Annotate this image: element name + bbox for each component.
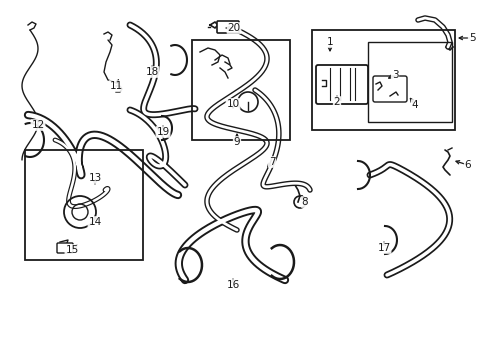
Text: 8: 8 — [302, 197, 308, 207]
Text: 16: 16 — [226, 280, 240, 290]
Text: 5: 5 — [469, 33, 475, 43]
Text: 20: 20 — [227, 23, 241, 33]
Bar — [192, 40, 290, 140]
Text: 2: 2 — [334, 97, 341, 107]
FancyBboxPatch shape — [316, 65, 368, 104]
Text: 6: 6 — [465, 160, 471, 170]
Text: 18: 18 — [146, 67, 159, 77]
Text: 15: 15 — [65, 245, 78, 255]
Text: 14: 14 — [88, 217, 101, 227]
Text: 7: 7 — [269, 157, 275, 167]
FancyBboxPatch shape — [217, 21, 239, 33]
Bar — [25, 150, 143, 260]
Text: 17: 17 — [377, 243, 391, 253]
Text: 9: 9 — [234, 137, 240, 147]
Text: 19: 19 — [156, 127, 170, 137]
Bar — [368, 42, 452, 122]
FancyBboxPatch shape — [57, 243, 73, 253]
Text: 1: 1 — [327, 37, 333, 47]
Text: 11: 11 — [109, 81, 122, 91]
Text: 12: 12 — [31, 120, 45, 130]
Text: 10: 10 — [226, 99, 240, 109]
FancyBboxPatch shape — [373, 76, 407, 102]
Text: 3: 3 — [392, 70, 398, 80]
Bar — [312, 30, 455, 130]
Text: 4: 4 — [412, 100, 418, 110]
Text: 13: 13 — [88, 173, 101, 183]
